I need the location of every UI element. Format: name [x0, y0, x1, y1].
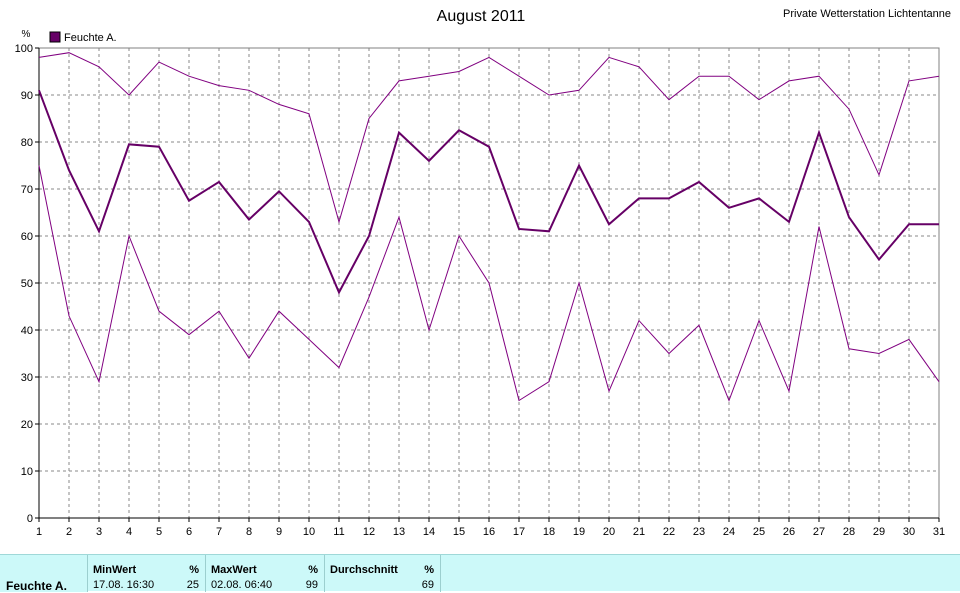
- x-tick-label: 24: [723, 526, 735, 538]
- y-axis-unit: %: [22, 29, 31, 40]
- series-line-min: [38, 165, 940, 402]
- y-tick-label: 20: [21, 419, 33, 431]
- x-tick-label: 15: [453, 526, 465, 538]
- stats-min-unit: %: [189, 564, 199, 576]
- y-tick-label: 50: [21, 278, 33, 290]
- x-tick-label: 1: [36, 526, 42, 538]
- x-tick-label: 22: [663, 526, 675, 538]
- y-tick-label: 60: [21, 231, 33, 243]
- station-name: Private Wetterstation Lichtentanne: [783, 8, 951, 20]
- stats-max-unit: %: [308, 564, 318, 576]
- y-tick-label: 30: [21, 372, 33, 384]
- x-tick-label: 19: [573, 526, 585, 538]
- y-tick-label: 0: [27, 513, 33, 525]
- x-tick-label: 3: [96, 526, 102, 538]
- x-tick-label: 10: [303, 526, 315, 538]
- stats-avg-value: 69: [421, 579, 434, 591]
- x-tick-label: 30: [903, 526, 915, 538]
- series-line-avg: [38, 89, 939, 295]
- x-tick-label: 13: [393, 526, 405, 538]
- stats-max-time: 02.08. 06:40: [211, 579, 273, 591]
- stats-max-value: 99: [305, 579, 318, 591]
- stats-sensor-name: Feuchte A.: [6, 579, 67, 593]
- x-tick-label: 31: [933, 526, 945, 538]
- stats-min-header: MinWert: [93, 564, 137, 576]
- series-lines: [38, 52, 940, 402]
- y-tick-label: 40: [21, 325, 33, 337]
- y-tick-label: 10: [21, 466, 33, 478]
- stats-panel: Feuchte A. MinWert % 17.08. 16:30 25 Max…: [0, 554, 960, 593]
- x-tick-label: 26: [783, 526, 795, 538]
- x-tick-label: 6: [186, 526, 192, 538]
- legend-label: Feuchte A.: [64, 32, 117, 44]
- x-tick-label: 28: [843, 526, 855, 538]
- x-tick-label: 29: [873, 526, 885, 538]
- x-tick-label: 16: [483, 526, 495, 538]
- chart: August 2011 Private Wetterstation Lichte…: [15, 8, 951, 538]
- x-tick-label: 12: [363, 526, 375, 538]
- stats-min-value: 25: [186, 579, 199, 591]
- x-tick-label: 23: [693, 526, 705, 538]
- legend-swatch: [49, 31, 61, 43]
- x-tick-label: 9: [276, 526, 282, 538]
- x-tick-label: 14: [423, 526, 435, 538]
- x-tick-label: 4: [126, 526, 132, 538]
- stats-avg-header: Durchschnitt: [330, 564, 398, 576]
- x-tick-label: 2: [66, 526, 72, 538]
- x-tick-label: 20: [603, 526, 615, 538]
- stats-min-cell: MinWert % 17.08. 16:30 25: [88, 555, 206, 592]
- chart-title: August 2011: [437, 8, 526, 25]
- y-tick-label: 90: [21, 90, 33, 102]
- y-tick-label: 100: [15, 43, 33, 55]
- stats-max-header: MaxWert: [211, 564, 257, 576]
- series-line-max: [38, 52, 940, 224]
- x-tick-label: 18: [543, 526, 555, 538]
- x-tick-label: 27: [813, 526, 825, 538]
- x-tick-label: 8: [246, 526, 252, 538]
- x-tick-label: 21: [633, 526, 645, 538]
- y-tick-label: 80: [21, 137, 33, 149]
- x-tick-label: 17: [513, 526, 525, 538]
- stats-min-time: 17.08. 16:30: [93, 579, 155, 591]
- stats-max-cell: MaxWert % 02.08. 06:40 99: [206, 555, 325, 592]
- x-tick-label: 7: [216, 526, 222, 538]
- y-tick-label: 70: [21, 184, 33, 196]
- stats-avg-cell: Durchschnitt % 69: [325, 555, 441, 592]
- x-tick-label: 5: [156, 526, 162, 538]
- stats-avg-unit: %: [424, 564, 434, 576]
- grid: [39, 48, 939, 518]
- stats-sensor-cell: Feuchte A.: [0, 555, 88, 593]
- x-tick-label: 11: [333, 526, 344, 538]
- x-tick-label: 25: [753, 526, 765, 538]
